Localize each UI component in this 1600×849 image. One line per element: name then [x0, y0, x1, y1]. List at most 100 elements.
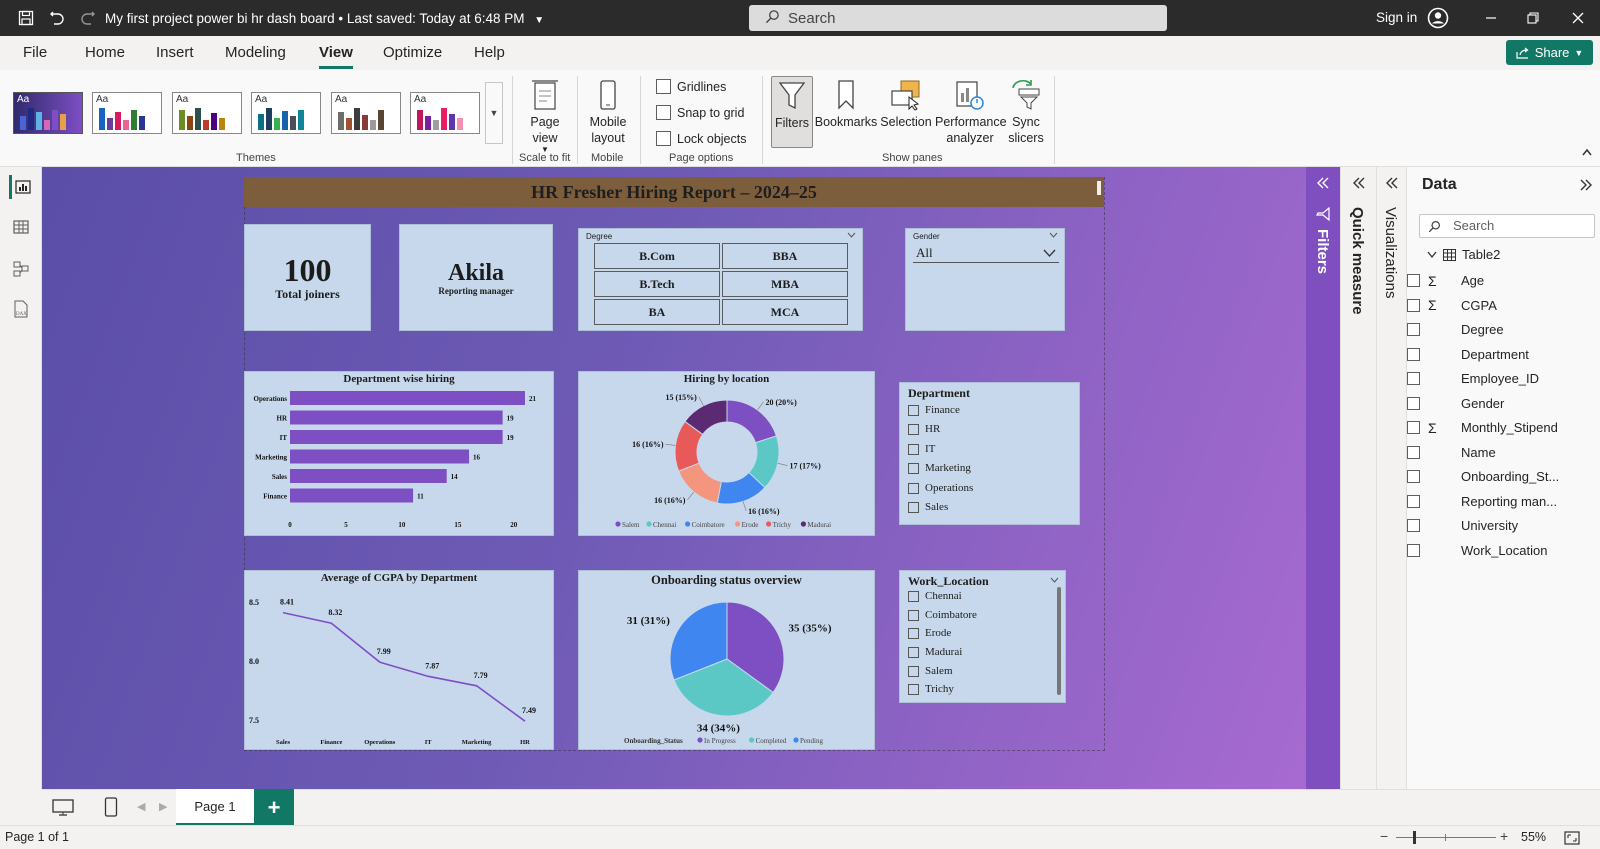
share-button[interactable]: Share ▼: [1506, 40, 1593, 65]
field-checkbox[interactable]: [1407, 274, 1420, 287]
account-icon[interactable]: [1422, 0, 1454, 36]
department-option-it[interactable]: IT: [908, 443, 935, 455]
location-option-chennai[interactable]: Chennai: [908, 590, 962, 602]
chevron-down-icon[interactable]: [1050, 577, 1059, 583]
menu-optimize[interactable]: Optimize: [383, 44, 443, 61]
chevron-right-icon[interactable]: ▶: [159, 801, 168, 813]
menu-home[interactable]: Home: [85, 44, 126, 61]
degree-slicer[interactable]: Degree B.Com BBA B.Tech MBA BA MCA: [578, 228, 863, 331]
tab-page-1[interactable]: Page 1: [176, 789, 254, 826]
report-title-banner[interactable]: HR Fresher Hiring Report – 2024–25: [244, 177, 1104, 207]
field-checkbox[interactable]: [1407, 323, 1420, 336]
menu-help[interactable]: Help: [474, 44, 505, 61]
location-option-salem[interactable]: Salem: [908, 665, 953, 677]
field-item[interactable]: Σ CGPA: [1407, 297, 1497, 313]
theme-swatch-2[interactable]: Aa: [92, 92, 162, 134]
field-item[interactable]: Department: [1407, 347, 1529, 362]
gridlines-checkbox[interactable]: Gridlines: [656, 79, 726, 94]
chevron-down-icon[interactable]: [847, 232, 856, 238]
restore-icon[interactable]: [1513, 0, 1553, 36]
field-item[interactable]: Σ Age: [1407, 273, 1484, 289]
table-view-icon[interactable]: [9, 215, 33, 239]
field-checkbox[interactable]: [1407, 298, 1420, 312]
field-item[interactable]: University: [1407, 518, 1518, 533]
redo-icon[interactable]: [73, 0, 103, 36]
chevron-double-left-icon[interactable]: [1385, 177, 1399, 189]
department-option-finance[interactable]: Finance: [908, 404, 960, 416]
department-option-hr[interactable]: HR: [908, 423, 940, 435]
degree-option-bba[interactable]: BBA: [722, 243, 848, 269]
department-slicer[interactable]: Department Finance HR IT Marketing Opera…: [899, 382, 1080, 525]
kpi-card-total-joiners[interactable]: 100 Total joiners: [244, 224, 371, 331]
field-item[interactable]: Name: [1407, 445, 1496, 460]
gender-slicer[interactable]: Gender All: [905, 228, 1065, 331]
visualizations-pane-collapsed[interactable]: Visualizations: [1376, 167, 1406, 789]
close-icon[interactable]: [1558, 0, 1598, 36]
field-item[interactable]: Work_Location: [1407, 543, 1547, 558]
theme-swatch-4[interactable]: Aa: [251, 92, 321, 134]
menu-insert[interactable]: Insert: [156, 44, 194, 61]
menu-view[interactable]: View: [319, 44, 353, 69]
chevron-double-right-icon[interactable]: [1579, 179, 1593, 191]
field-checkbox[interactable]: [1407, 519, 1420, 532]
menu-modeling[interactable]: Modeling: [225, 44, 286, 61]
department-option-operations[interactable]: Operations: [908, 482, 973, 494]
degree-option-mca[interactable]: MCA: [722, 299, 848, 325]
field-checkbox[interactable]: [1407, 372, 1420, 385]
theme-swatch-3[interactable]: Aa: [172, 92, 242, 134]
report-view-icon[interactable]: [9, 175, 33, 199]
scrollbar-handle[interactable]: [1097, 181, 1101, 195]
desktop-view-icon[interactable]: [52, 799, 74, 817]
degree-option-bcom[interactable]: B.Com: [594, 243, 720, 269]
page-view-button[interactable]: Page view ▼: [520, 76, 570, 154]
field-checkbox[interactable]: [1407, 470, 1420, 483]
add-page-button[interactable]: +: [254, 789, 294, 826]
work-location-slicer[interactable]: Work_Location Chennai Coimbatore Erode M…: [899, 570, 1066, 703]
field-item[interactable]: Gender: [1407, 396, 1504, 411]
fit-to-page-icon[interactable]: [1564, 831, 1580, 845]
location-option-madurai[interactable]: Madurai: [908, 646, 962, 658]
save-icon[interactable]: [11, 0, 41, 36]
field-checkbox[interactable]: [1407, 543, 1420, 557]
minimize-icon[interactable]: [1471, 0, 1511, 36]
field-checkbox[interactable]: [1407, 445, 1420, 459]
search-box[interactable]: Search: [749, 5, 1167, 31]
location-option-trichy[interactable]: Trichy: [908, 683, 954, 695]
degree-option-ba[interactable]: BA: [594, 299, 720, 325]
field-checkbox[interactable]: [1407, 421, 1420, 434]
bookmarks-pane-button[interactable]: Bookmarks: [815, 76, 877, 130]
menu-file[interactable]: File: [23, 44, 48, 61]
performance-analyzer-button[interactable]: Performance analyzer: [935, 76, 1007, 146]
dax-query-view-icon[interactable]: DAX: [9, 297, 33, 321]
hiring-by-location-chart[interactable]: Hiring by location 20 (20%) 17 (17%) 16 (1…: [578, 371, 875, 536]
location-option-erode[interactable]: Erode: [908, 627, 951, 639]
department-option-marketing[interactable]: Marketing: [908, 462, 971, 474]
undo-icon[interactable]: [42, 0, 72, 36]
field-item[interactable]: Reporting man...: [1407, 494, 1557, 509]
chevron-double-left-icon[interactable]: [1316, 177, 1330, 189]
zoom-slider-thumb[interactable]: [1413, 831, 1416, 844]
quick-measure-pane-collapsed[interactable]: Quick measure: [1340, 167, 1376, 789]
field-checkbox[interactable]: [1407, 347, 1420, 361]
table-node-table2[interactable]: Table2: [1427, 247, 1500, 262]
field-item[interactable]: Degree: [1407, 322, 1504, 337]
field-item[interactable]: Σ Monthly_Stipend: [1407, 420, 1558, 436]
zoom-in-icon[interactable]: +: [1500, 828, 1509, 844]
mobile-layout-button[interactable]: Mobile layout: [583, 76, 633, 146]
department-hiring-chart[interactable]: Department wise hiring Operations 21 HR 19 I…: [244, 371, 554, 536]
kpi-card-reporting-manager[interactable]: Akila Reporting manager: [399, 224, 553, 331]
chevron-down-icon[interactable]: [1049, 232, 1058, 238]
degree-option-mba[interactable]: MBA: [722, 271, 848, 297]
themes-dropdown-button[interactable]: ▼: [485, 82, 503, 144]
chevron-double-left-icon[interactable]: [1352, 177, 1366, 189]
field-checkbox[interactable]: [1407, 396, 1420, 410]
data-search-input[interactable]: Search: [1419, 214, 1595, 238]
location-option-coimbatore[interactable]: Coimbatore: [908, 609, 977, 621]
mobile-view-icon[interactable]: [104, 797, 118, 817]
snap-to-grid-checkbox[interactable]: Snap to grid: [656, 105, 744, 120]
slicer-scrollbar[interactable]: [1057, 587, 1061, 695]
lock-objects-checkbox[interactable]: Lock objects: [656, 131, 746, 146]
field-item[interactable]: Onboarding_St...: [1407, 469, 1559, 484]
collapse-ribbon-icon[interactable]: [1582, 148, 1592, 159]
zoom-slider[interactable]: [1396, 831, 1496, 844]
